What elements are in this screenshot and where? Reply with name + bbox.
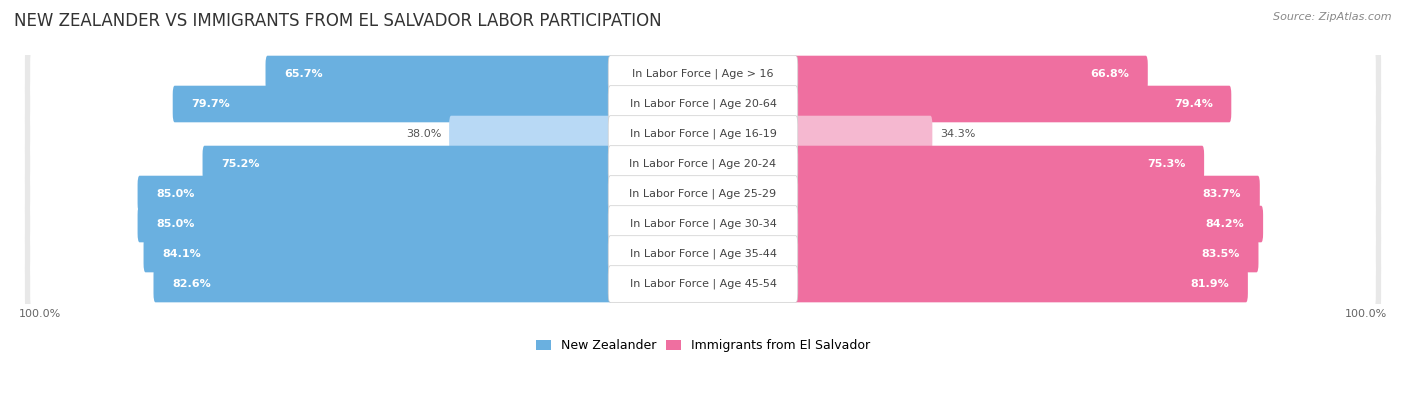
FancyBboxPatch shape bbox=[30, 257, 1376, 311]
Text: 65.7%: 65.7% bbox=[284, 69, 323, 79]
FancyBboxPatch shape bbox=[25, 216, 1381, 292]
FancyBboxPatch shape bbox=[30, 107, 1376, 161]
Text: In Labor Force | Age 16-19: In Labor Force | Age 16-19 bbox=[630, 129, 776, 139]
Text: 38.0%: 38.0% bbox=[406, 129, 441, 139]
Text: In Labor Force | Age 45-54: In Labor Force | Age 45-54 bbox=[630, 279, 776, 289]
Text: 83.5%: 83.5% bbox=[1202, 249, 1240, 259]
Text: 66.8%: 66.8% bbox=[1090, 69, 1129, 79]
FancyBboxPatch shape bbox=[138, 176, 612, 213]
FancyBboxPatch shape bbox=[143, 236, 612, 272]
FancyBboxPatch shape bbox=[794, 146, 1204, 182]
Text: In Labor Force | Age 20-64: In Labor Force | Age 20-64 bbox=[630, 99, 776, 109]
Text: 79.4%: 79.4% bbox=[1174, 99, 1213, 109]
Text: 84.2%: 84.2% bbox=[1206, 219, 1244, 229]
Text: 85.0%: 85.0% bbox=[156, 219, 194, 229]
Text: 82.6%: 82.6% bbox=[172, 279, 211, 289]
FancyBboxPatch shape bbox=[30, 167, 1376, 221]
FancyBboxPatch shape bbox=[266, 56, 612, 92]
FancyBboxPatch shape bbox=[794, 236, 1258, 272]
FancyBboxPatch shape bbox=[25, 66, 1381, 141]
FancyBboxPatch shape bbox=[794, 206, 1263, 242]
FancyBboxPatch shape bbox=[25, 96, 1381, 171]
FancyBboxPatch shape bbox=[794, 176, 1260, 213]
FancyBboxPatch shape bbox=[794, 56, 1147, 92]
FancyBboxPatch shape bbox=[25, 156, 1381, 231]
FancyBboxPatch shape bbox=[609, 206, 797, 242]
Text: 83.7%: 83.7% bbox=[1202, 189, 1241, 199]
FancyBboxPatch shape bbox=[202, 146, 612, 182]
FancyBboxPatch shape bbox=[30, 137, 1376, 191]
Text: NEW ZEALANDER VS IMMIGRANTS FROM EL SALVADOR LABOR PARTICIPATION: NEW ZEALANDER VS IMMIGRANTS FROM EL SALV… bbox=[14, 12, 662, 30]
FancyBboxPatch shape bbox=[609, 116, 797, 152]
Text: 34.3%: 34.3% bbox=[941, 129, 976, 139]
FancyBboxPatch shape bbox=[30, 77, 1376, 131]
FancyBboxPatch shape bbox=[794, 116, 932, 152]
FancyBboxPatch shape bbox=[609, 146, 797, 182]
Text: In Labor Force | Age 20-24: In Labor Force | Age 20-24 bbox=[630, 159, 776, 169]
Legend: New Zealander, Immigrants from El Salvador: New Zealander, Immigrants from El Salvad… bbox=[536, 339, 870, 352]
FancyBboxPatch shape bbox=[30, 227, 1376, 281]
FancyBboxPatch shape bbox=[25, 246, 1381, 322]
Text: Source: ZipAtlas.com: Source: ZipAtlas.com bbox=[1274, 12, 1392, 22]
FancyBboxPatch shape bbox=[173, 86, 612, 122]
FancyBboxPatch shape bbox=[794, 266, 1249, 302]
Text: In Labor Force | Age 35-44: In Labor Force | Age 35-44 bbox=[630, 249, 776, 259]
FancyBboxPatch shape bbox=[30, 47, 1376, 101]
FancyBboxPatch shape bbox=[138, 206, 612, 242]
Text: 81.9%: 81.9% bbox=[1191, 279, 1229, 289]
FancyBboxPatch shape bbox=[30, 197, 1376, 251]
Text: 84.1%: 84.1% bbox=[162, 249, 201, 259]
FancyBboxPatch shape bbox=[609, 86, 797, 122]
FancyBboxPatch shape bbox=[609, 266, 797, 302]
FancyBboxPatch shape bbox=[609, 176, 797, 213]
Text: 75.2%: 75.2% bbox=[221, 159, 260, 169]
FancyBboxPatch shape bbox=[449, 116, 612, 152]
Text: 85.0%: 85.0% bbox=[156, 189, 194, 199]
Text: In Labor Force | Age 25-29: In Labor Force | Age 25-29 bbox=[630, 189, 776, 199]
Text: In Labor Force | Age > 16: In Labor Force | Age > 16 bbox=[633, 69, 773, 79]
FancyBboxPatch shape bbox=[794, 86, 1232, 122]
FancyBboxPatch shape bbox=[609, 236, 797, 272]
FancyBboxPatch shape bbox=[153, 266, 612, 302]
FancyBboxPatch shape bbox=[609, 56, 797, 92]
FancyBboxPatch shape bbox=[25, 126, 1381, 201]
Text: In Labor Force | Age 30-34: In Labor Force | Age 30-34 bbox=[630, 219, 776, 229]
FancyBboxPatch shape bbox=[25, 186, 1381, 261]
Text: 79.7%: 79.7% bbox=[191, 99, 231, 109]
Text: 75.3%: 75.3% bbox=[1147, 159, 1185, 169]
FancyBboxPatch shape bbox=[25, 36, 1381, 111]
